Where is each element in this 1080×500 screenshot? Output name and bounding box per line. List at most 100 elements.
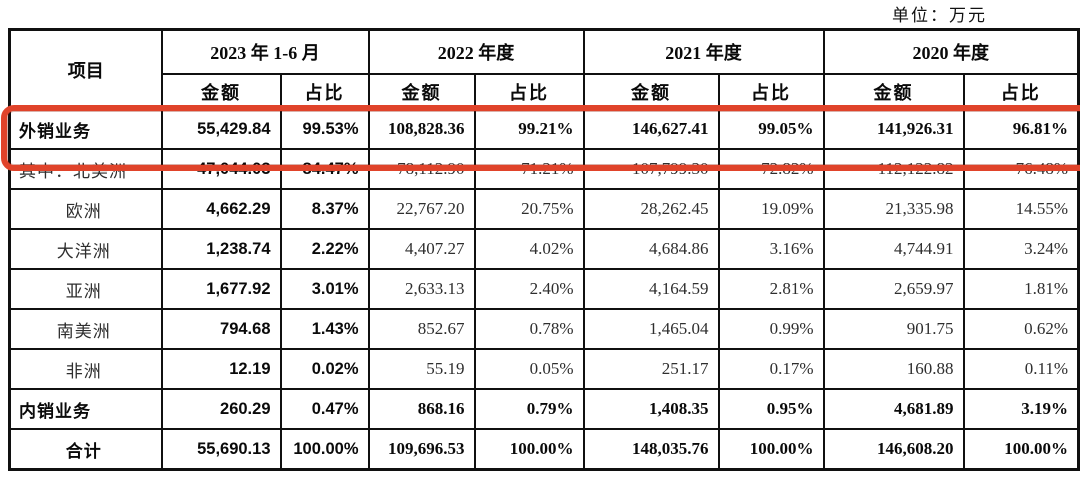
share-cell: 99.21% (473, 108, 585, 150)
amount-cell: 1,238.74 (160, 228, 282, 270)
sub-header-amount: 金额 (582, 73, 720, 110)
amount-cell: 251.17 (582, 348, 720, 390)
amount-cell: 868.16 (367, 388, 476, 430)
share-cell: 2.81% (717, 268, 825, 310)
share-cell: 3.19% (962, 388, 1080, 430)
share-cell: 4.02% (473, 228, 585, 270)
share-cell: 0.47% (279, 388, 370, 430)
table-row: 其中：北美洲 47,044.03 84.47% 78,112.90 71.21% 107,… (8, 148, 1080, 190)
amount-cell: 28,262.45 (582, 188, 720, 230)
row-label: 欧洲 (8, 188, 163, 230)
share-cell: 1.43% (279, 308, 370, 350)
amount-cell: 2,633.13 (367, 268, 476, 310)
table-body: 外销业务 55,429.84 99.53% 108,828.36 99.21% 146,6… (8, 108, 1080, 471)
share-cell: 99.05% (717, 108, 825, 150)
share-cell: 76.48% (962, 148, 1080, 190)
table-row: 非洲 12.19 0.02% 55.19 0.05% 251.17 0.17% 160.88 0… (8, 348, 1080, 390)
table-row: 合计 55,690.13 100.00% 109,696.53 100.00% 148,0… (8, 428, 1080, 471)
column-header-2021: 2021 年度 (582, 28, 825, 75)
amount-cell: 55.19 (367, 348, 476, 390)
table-row: 外销业务 55,429.84 99.53% 108,828.36 99.21% 146,6… (8, 108, 1080, 150)
sub-header-share: 占比 (473, 73, 585, 110)
sub-header-share: 占比 (962, 73, 1080, 110)
amount-cell: 1,465.04 (582, 308, 720, 350)
share-cell: 71.21% (473, 148, 585, 190)
share-cell: 100.00% (279, 428, 370, 471)
table-wrap: 项目 2023 年 1-6 月 2022 年度 2021 年度 2020 年度 … (1, 28, 1080, 471)
share-cell: 0.95% (717, 388, 825, 430)
amount-cell: 148,035.76 (582, 428, 720, 471)
unit-label: 单位：万元 (892, 6, 987, 25)
amount-cell: 160.88 (822, 348, 965, 390)
amount-cell: 22,767.20 (367, 188, 476, 230)
share-cell: 3.16% (717, 228, 825, 270)
row-label: 南美洲 (8, 308, 163, 350)
share-cell: 14.55% (962, 188, 1080, 230)
amount-cell: 146,627.41 (582, 108, 720, 150)
row-label: 大洋洲 (8, 228, 163, 270)
sub-header-share: 占比 (717, 73, 825, 110)
row-label: 非洲 (8, 348, 163, 390)
amount-cell: 55,690.13 (160, 428, 282, 471)
sub-header-amount: 金额 (822, 73, 965, 110)
table-row: 欧洲 4,662.29 8.37% 22,767.20 20.75% 28,262.45 1… (8, 188, 1080, 230)
row-label: 其中：北美洲 (8, 148, 163, 190)
share-cell: 0.79% (473, 388, 585, 430)
share-cell: 19.09% (717, 188, 825, 230)
share-cell: 100.00% (962, 428, 1080, 471)
share-cell: 100.00% (473, 428, 585, 471)
amount-cell: 4,681.89 (822, 388, 965, 430)
amount-cell: 901.75 (822, 308, 965, 350)
share-cell: 20.75% (473, 188, 585, 230)
table-row: 南美洲 794.68 1.43% 852.67 0.78% 1,465.04 0.99% 90… (8, 308, 1080, 350)
share-cell: 84.47% (279, 148, 370, 190)
table-row: 内销业务 260.29 0.47% 868.16 0.79% 1,408.35 0.95% 4… (8, 388, 1080, 430)
amount-cell: 794.68 (160, 308, 282, 350)
share-cell: 99.53% (279, 108, 370, 150)
share-cell: 0.02% (279, 348, 370, 390)
share-cell: 1.81% (962, 268, 1080, 310)
amount-cell: 55,429.84 (160, 108, 282, 150)
row-label: 亚洲 (8, 268, 163, 310)
sub-header-share: 占比 (279, 73, 370, 110)
share-cell: 0.62% (962, 308, 1080, 350)
amount-cell: 4,407.27 (367, 228, 476, 270)
amount-cell: 4,164.59 (582, 268, 720, 310)
column-header-2022: 2022 年度 (367, 28, 585, 75)
share-cell: 3.24% (962, 228, 1080, 270)
row-label: 外销业务 (8, 108, 163, 150)
share-cell: 0.17% (717, 348, 825, 390)
table-header: 项目 2023 年 1-6 月 2022 年度 2021 年度 2020 年度 … (8, 28, 1080, 110)
amount-cell: 108,828.36 (367, 108, 476, 150)
amount-cell: 4,744.91 (822, 228, 965, 270)
amount-cell: 1,408.35 (582, 388, 720, 430)
share-cell: 0.78% (473, 308, 585, 350)
amount-cell: 4,662.29 (160, 188, 282, 230)
share-cell: 0.05% (473, 348, 585, 390)
row-label: 合计 (8, 428, 163, 471)
table-row: 亚洲 1,677.92 3.01% 2,633.13 2.40% 4,164.59 2.81… (8, 268, 1080, 310)
share-cell: 0.11% (962, 348, 1080, 390)
amount-cell: 112,122.82 (822, 148, 965, 190)
amount-cell: 4,684.86 (582, 228, 720, 270)
table-row: 大洋洲 1,238.74 2.22% 4,407.27 4.02% 4,684.86 3.1… (8, 228, 1080, 270)
share-cell: 3.01% (279, 268, 370, 310)
share-cell: 96.81% (962, 108, 1080, 150)
column-header-2023h1: 2023 年 1-6 月 (160, 28, 370, 75)
row-label: 内销业务 (8, 388, 163, 430)
amount-cell: 78,112.90 (367, 148, 476, 190)
share-cell: 2.22% (279, 228, 370, 270)
column-header-2020: 2020 年度 (822, 28, 1080, 75)
sales-by-region-table: 项目 2023 年 1-6 月 2022 年度 2021 年度 2020 年度 … (8, 28, 1080, 471)
column-header-item: 项目 (8, 28, 163, 110)
share-cell: 100.00% (717, 428, 825, 471)
amount-cell: 12.19 (160, 348, 282, 390)
amount-cell: 47,044.03 (160, 148, 282, 190)
amount-cell: 852.67 (367, 308, 476, 350)
sub-header-amount: 金额 (160, 73, 282, 110)
share-cell: 8.37% (279, 188, 370, 230)
amount-cell: 2,659.97 (822, 268, 965, 310)
amount-cell: 107,799.30 (582, 148, 720, 190)
amount-cell: 260.29 (160, 388, 282, 430)
share-cell: 0.99% (717, 308, 825, 350)
